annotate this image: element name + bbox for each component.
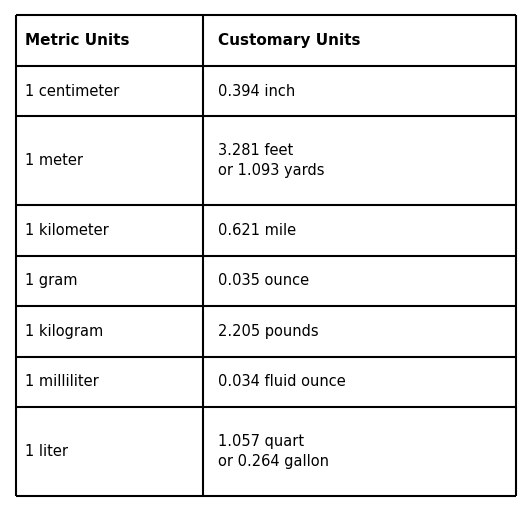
Text: 3.281 feet
or 1.093 yards: 3.281 feet or 1.093 yards: [219, 143, 325, 178]
Text: 1.057 quart
or 0.264 gallon: 1.057 quart or 0.264 gallon: [219, 434, 329, 469]
Text: Customary Units: Customary Units: [219, 33, 361, 48]
Text: 0.035 ounce: 0.035 ounce: [219, 273, 310, 288]
Text: 1 gram: 1 gram: [25, 273, 78, 288]
Text: 1 milliliter: 1 milliliter: [25, 375, 99, 389]
Text: 1 liter: 1 liter: [25, 444, 68, 459]
Text: 1 kilometer: 1 kilometer: [25, 223, 109, 238]
Text: Metric Units: Metric Units: [25, 33, 129, 48]
Text: 1 meter: 1 meter: [25, 153, 83, 168]
Text: 2.205 pounds: 2.205 pounds: [219, 324, 319, 339]
Text: 1 centimeter: 1 centimeter: [25, 84, 119, 99]
Text: 0.394 inch: 0.394 inch: [219, 84, 296, 99]
Text: 0.034 fluid ounce: 0.034 fluid ounce: [219, 375, 346, 389]
Text: 0.621 mile: 0.621 mile: [219, 223, 297, 238]
Text: 1 kilogram: 1 kilogram: [25, 324, 103, 339]
